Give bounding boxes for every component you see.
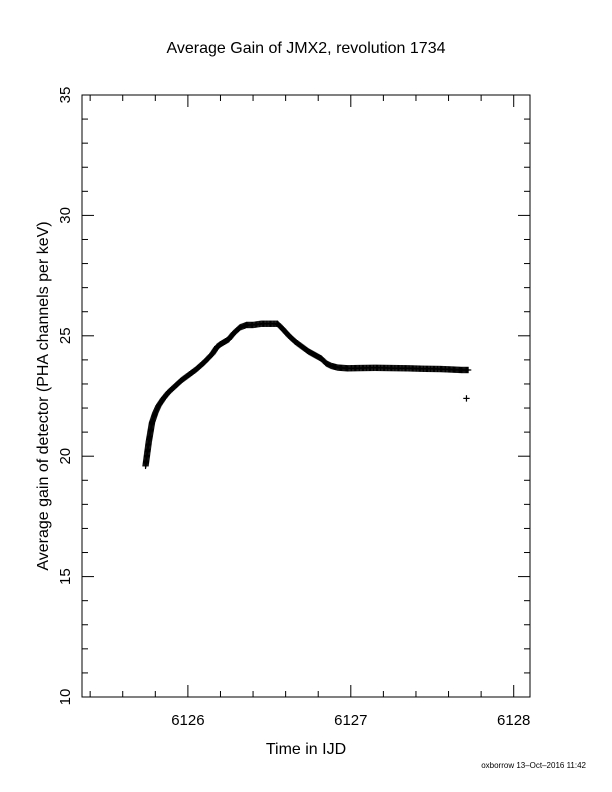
y-tick-label: 30 [57, 207, 74, 224]
data-points [142, 320, 472, 470]
x-tick-label: 6127 [334, 712, 367, 729]
y-axis-ticks: 10 15 20 25 30 35 [57, 87, 530, 706]
chart-title: Average Gain of JMX2, revolution 1734 [167, 40, 446, 57]
y-tick-label: 20 [57, 448, 74, 465]
x-tick-label: 6126 [171, 712, 204, 729]
y-tick-label: 35 [57, 87, 74, 104]
footer-credit: oxborrow 13–Oct–2016 11:42 [481, 761, 586, 770]
data-point [464, 366, 472, 374]
y-axis-label: Average gain of detector (PHA channels p… [35, 221, 52, 570]
x-axis-ticks: 6126 6127 6128 [89, 95, 530, 729]
x-axis-label: Time in IJD [266, 741, 346, 758]
data-point [463, 395, 470, 402]
y-tick-label: 25 [57, 327, 74, 344]
x-tick-label: 6128 [497, 712, 530, 729]
plot-frame [81, 94, 531, 698]
y-tick-label: 10 [57, 689, 74, 706]
y-tick-label: 15 [57, 568, 74, 585]
